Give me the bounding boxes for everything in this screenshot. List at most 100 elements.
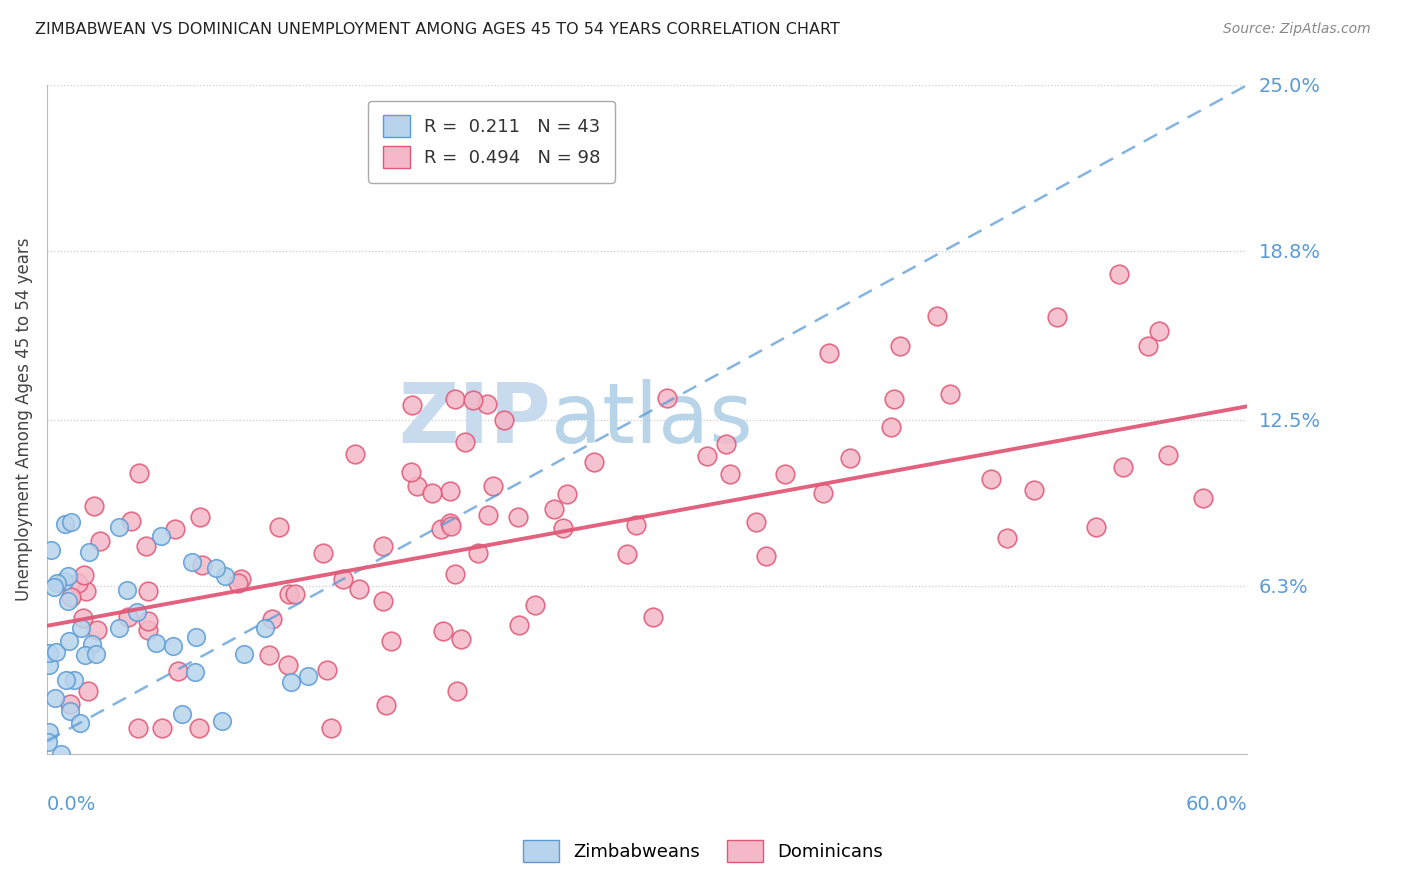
Point: [187, 721, 209, 735]
Point: [555, 487, 578, 501]
Point: [524, 598, 547, 612]
Point: [59, 704, 82, 718]
Point: [375, 698, 398, 712]
Point: [278, 587, 301, 601]
Point: [162, 640, 184, 654]
Point: [59, 590, 82, 604]
Point: [1157, 448, 1180, 462]
Point: [262, 612, 284, 626]
Point: [38, 725, 60, 739]
Point: [72, 611, 94, 625]
Point: [543, 501, 565, 516]
Point: [172, 707, 194, 722]
Point: [883, 392, 905, 407]
Point: [551, 521, 574, 535]
Point: [401, 465, 423, 479]
Point: [163, 522, 186, 536]
Point: [229, 572, 252, 586]
Point: [401, 398, 423, 412]
Point: [89, 533, 111, 548]
Point: [880, 420, 903, 434]
Legend: R =  0.211   N = 43, R =  0.494   N = 98: R = 0.211 N = 43, R = 0.494 N = 98: [368, 101, 614, 183]
Point: [166, 665, 188, 679]
Point: [380, 634, 402, 648]
Point: [39, 542, 62, 557]
Point: [45, 644, 67, 658]
Point: [125, 605, 148, 619]
Point: [150, 529, 173, 543]
Point: [343, 447, 366, 461]
Point: [889, 338, 911, 352]
Point: [655, 391, 678, 405]
Text: ZIP: ZIP: [399, 379, 551, 460]
Point: [811, 486, 834, 500]
Point: [86, 623, 108, 637]
Point: [1045, 310, 1067, 324]
Point: [136, 614, 159, 628]
Point: [373, 539, 395, 553]
Point: [44, 690, 66, 705]
Point: [755, 549, 778, 563]
Point: [508, 617, 530, 632]
Point: [477, 508, 499, 522]
Point: [818, 346, 841, 360]
Point: [373, 594, 395, 608]
Point: [204, 560, 226, 574]
Point: [108, 621, 131, 635]
Point: [56, 594, 79, 608]
Point: [347, 582, 370, 596]
Point: [53, 517, 76, 532]
Point: [297, 669, 319, 683]
Point: [624, 517, 647, 532]
Point: [319, 721, 342, 735]
Point: [316, 663, 339, 677]
Point: [214, 568, 236, 582]
Point: [37, 734, 59, 748]
Point: [59, 515, 82, 529]
Point: [191, 558, 214, 573]
Text: ZIMBABWEAN VS DOMINICAN UNEMPLOYMENT AMONG AGES 45 TO 54 YEARS CORRELATION CHART: ZIMBABWEAN VS DOMINICAN UNEMPLOYMENT AMO…: [35, 22, 839, 37]
Point: [58, 633, 80, 648]
Point: [83, 499, 105, 513]
Point: [186, 630, 208, 644]
Legend: Zimbabweans, Dominicans: Zimbabweans, Dominicans: [516, 833, 890, 870]
Point: [211, 714, 233, 729]
Point: [108, 519, 131, 533]
Point: [938, 387, 960, 401]
Point: [63, 673, 86, 687]
Point: [53, 574, 76, 588]
Point: [506, 509, 529, 524]
Point: [492, 413, 515, 427]
Point: [439, 484, 461, 499]
Point: [136, 623, 159, 637]
Point: [56, 568, 79, 582]
Point: [128, 466, 150, 480]
Point: [84, 648, 107, 662]
Point: [332, 572, 354, 586]
Point: [696, 449, 718, 463]
Point: [440, 518, 463, 533]
Point: [477, 397, 499, 411]
Point: [188, 510, 211, 524]
Point: [75, 584, 97, 599]
Point: [980, 472, 1002, 486]
Point: [67, 576, 90, 591]
Point: [120, 514, 142, 528]
Point: [233, 648, 256, 662]
Point: [1112, 459, 1135, 474]
Point: [136, 584, 159, 599]
Point: [432, 624, 454, 638]
Point: [38, 646, 60, 660]
Point: [641, 610, 664, 624]
Point: [77, 544, 100, 558]
Point: [775, 467, 797, 481]
Point: [420, 486, 443, 500]
Point: [461, 392, 484, 407]
Point: [925, 310, 948, 324]
Point: [1084, 520, 1107, 534]
Point: [1137, 338, 1160, 352]
Point: [995, 531, 1018, 545]
Point: [583, 455, 606, 469]
Point: [444, 566, 467, 581]
Point: [75, 648, 97, 662]
